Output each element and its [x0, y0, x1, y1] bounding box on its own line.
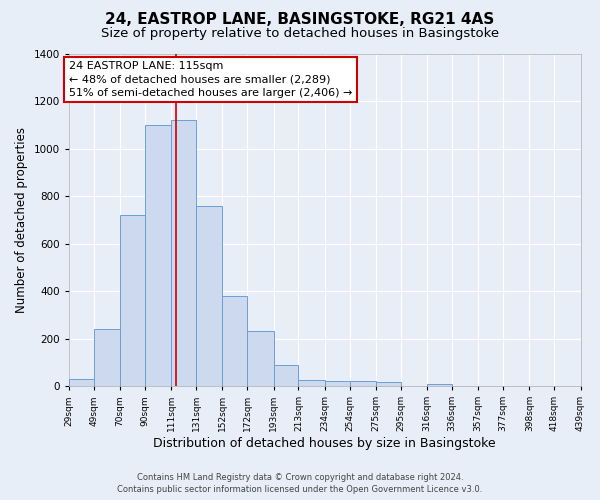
Bar [325, 382, 350, 386]
Text: Contains HM Land Registry data © Crown copyright and database right 2024.
Contai: Contains HM Land Registry data © Crown c… [118, 472, 482, 494]
Bar [223, 296, 247, 386]
Bar [145, 125, 171, 386]
Bar [196, 206, 223, 386]
Bar [376, 382, 401, 386]
Text: 24 EASTROP LANE: 115sqm
← 48% of detached houses are smaller (2,289)
51% of semi: 24 EASTROP LANE: 115sqm ← 48% of detache… [69, 61, 352, 98]
Bar [427, 384, 452, 386]
Bar [247, 332, 274, 386]
Bar [120, 216, 145, 386]
Bar [298, 380, 325, 386]
Text: Size of property relative to detached houses in Basingstoke: Size of property relative to detached ho… [101, 28, 499, 40]
Bar [350, 382, 376, 386]
Y-axis label: Number of detached properties: Number of detached properties [15, 127, 28, 313]
X-axis label: Distribution of detached houses by size in Basingstoke: Distribution of detached houses by size … [154, 437, 496, 450]
Bar [274, 364, 298, 386]
Bar [69, 379, 94, 386]
Bar [94, 329, 120, 386]
Bar [171, 120, 196, 386]
Text: 24, EASTROP LANE, BASINGSTOKE, RG21 4AS: 24, EASTROP LANE, BASINGSTOKE, RG21 4AS [106, 12, 494, 28]
